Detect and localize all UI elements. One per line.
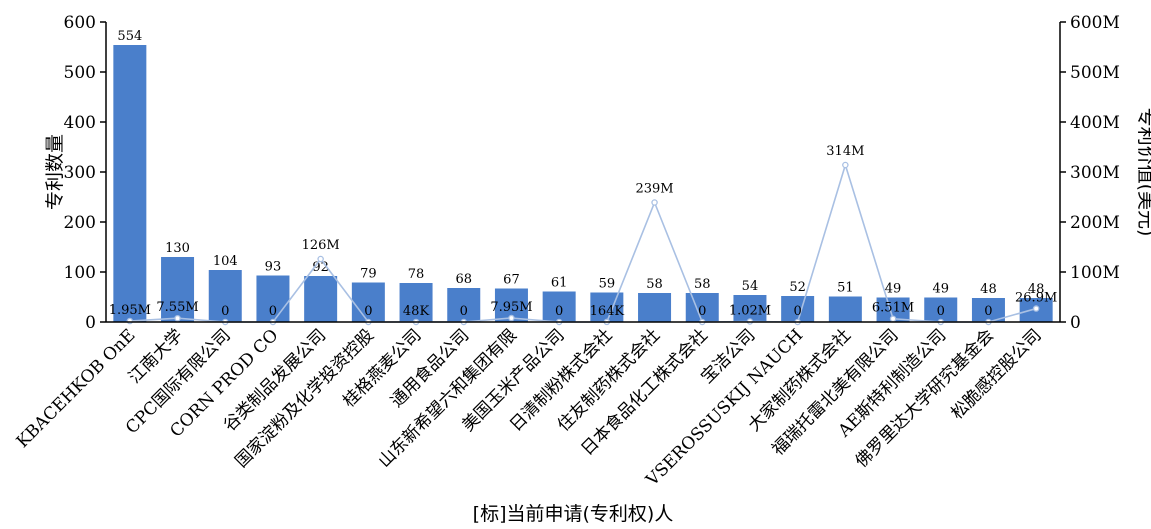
bar bbox=[399, 283, 433, 322]
y-tick-label: 400 bbox=[64, 113, 96, 133]
bar-value-label: 554 bbox=[117, 29, 142, 44]
bar bbox=[208, 270, 242, 322]
line-point bbox=[508, 314, 515, 322]
bar bbox=[638, 293, 672, 322]
line-value-label: 314M bbox=[826, 144, 864, 159]
bar bbox=[447, 288, 481, 322]
line-value-label: 0 bbox=[269, 304, 277, 319]
bar-value-label: 68 bbox=[455, 272, 472, 287]
bar-value-label: 49 bbox=[885, 282, 902, 297]
y2-tick-label: 400M bbox=[1070, 113, 1120, 133]
bar bbox=[304, 276, 338, 322]
bar bbox=[971, 298, 1005, 322]
line-value-label: 239M bbox=[635, 182, 673, 197]
bar-value-label: 54 bbox=[742, 279, 759, 294]
y-axis-title: 专利数量 bbox=[44, 134, 66, 210]
line-value-label: 0 bbox=[460, 304, 468, 319]
line-value-label: 48K bbox=[403, 304, 430, 319]
y-tick-label: 500 bbox=[64, 63, 96, 83]
line-value-label: 0 bbox=[221, 304, 229, 319]
y-tick-label: 300 bbox=[64, 163, 96, 183]
line-value-label: 26.9M bbox=[1015, 291, 1057, 306]
bar bbox=[113, 45, 147, 322]
bar-value-label: 51 bbox=[837, 281, 854, 296]
bar-value-label: 93 bbox=[265, 260, 282, 275]
bar-value-label: 48 bbox=[980, 282, 997, 297]
line-value-label: 0 bbox=[555, 304, 563, 319]
line-point bbox=[174, 314, 181, 322]
y2-tick-label: 500M bbox=[1070, 63, 1120, 83]
bar bbox=[781, 296, 815, 322]
bar-value-label: 78 bbox=[408, 267, 425, 282]
bar-value-label: 58 bbox=[646, 277, 663, 292]
y2-tick-label: 0 bbox=[1070, 313, 1081, 333]
y-tick-label: 600 bbox=[64, 13, 96, 33]
axes-layer bbox=[105, 22, 1061, 323]
bar-value-label: 59 bbox=[599, 277, 616, 292]
bar bbox=[828, 296, 862, 322]
bar-value-label: 130 bbox=[165, 241, 190, 256]
bar-value-label: 61 bbox=[551, 276, 568, 291]
ticks-layer: 0 100 200 300 400 500 600 0 100M 200M 300M 400M 500M… bbox=[64, 13, 1120, 333]
line-value-label: 164K bbox=[590, 304, 625, 319]
line-value-label: 0 bbox=[937, 304, 945, 319]
line-point bbox=[126, 317, 134, 325]
category-label: KBACEHKOB OnE bbox=[13, 325, 140, 452]
bar bbox=[590, 292, 624, 322]
line-value-label: 7.55M bbox=[156, 300, 198, 315]
y2-axis-title: 专利价值(美元) bbox=[1135, 108, 1151, 237]
line-value-label: 0 bbox=[698, 304, 706, 319]
y2-tick-label: 200M bbox=[1070, 213, 1120, 233]
y-tick-label: 200 bbox=[64, 213, 96, 233]
line-value-label: 0 bbox=[794, 304, 802, 319]
bar bbox=[351, 282, 385, 322]
line-value-label: 1.02M bbox=[729, 303, 771, 318]
line-value-label: 0 bbox=[984, 304, 992, 319]
bar-value-label: 52 bbox=[789, 280, 806, 295]
bar bbox=[161, 257, 195, 322]
value-line-layer: 1.95M 7.55M 0 0 126M 0 48K 0 7.95M 0 164K 239M 0 1.02… bbox=[109, 144, 1057, 326]
y-tick-label: 0 bbox=[85, 313, 96, 333]
line-point bbox=[889, 315, 897, 322]
line-value-label: 6.51M bbox=[872, 301, 914, 316]
bar-value-label: 49 bbox=[932, 282, 949, 297]
line-value-label: 1.95M bbox=[109, 303, 151, 318]
bar bbox=[924, 297, 958, 322]
bar bbox=[733, 295, 767, 322]
line-value-label: 0 bbox=[364, 304, 372, 319]
y2-tick-label: 300M bbox=[1070, 163, 1120, 183]
line-point bbox=[842, 161, 849, 169]
y-tick-label: 100 bbox=[64, 263, 96, 283]
x-axis-title: [标]当前申请(专利权)人 bbox=[473, 503, 674, 525]
bar bbox=[542, 291, 576, 322]
bar-value-label: 67 bbox=[503, 273, 520, 288]
line-value-label: 126M bbox=[302, 238, 340, 253]
y2-tick-label: 100M bbox=[1070, 263, 1120, 283]
line-point bbox=[317, 255, 324, 263]
line-point bbox=[651, 199, 658, 206]
bar bbox=[685, 293, 719, 322]
line-point bbox=[1032, 305, 1040, 312]
y2-tick-label: 600M bbox=[1070, 13, 1120, 33]
bar bbox=[256, 275, 290, 322]
bar-value-label: 79 bbox=[360, 267, 377, 282]
bar-value-label: 104 bbox=[213, 254, 238, 269]
line-value-label: 7.95M bbox=[490, 300, 532, 315]
bar-value-label: 48 bbox=[1028, 282, 1045, 297]
bar-value-label: 58 bbox=[694, 277, 711, 292]
